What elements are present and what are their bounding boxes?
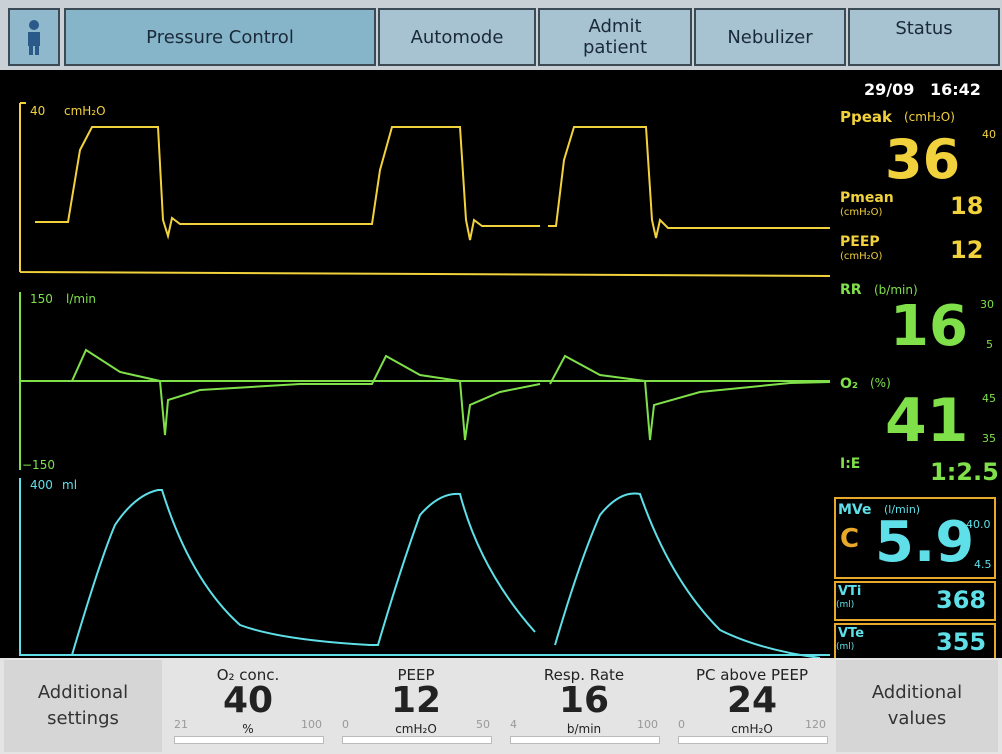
time: 16:42 <box>930 80 981 99</box>
setting-min: 21 <box>174 718 188 731</box>
setting-slider <box>510 736 660 744</box>
setting-label: Resp. Rate <box>543 666 625 684</box>
peep-unit: (cmH₂O) <box>840 251 883 262</box>
setting-slider <box>174 736 324 744</box>
setting-min: 0 <box>678 718 685 731</box>
flow-wave <box>35 348 830 441</box>
pmean-unit: (cmH₂O) <box>840 207 883 218</box>
waveforms <box>19 102 830 659</box>
setting-max: 120 <box>805 718 826 731</box>
setting-control[interactable]: PC above PEEP 24 cmH₂O 0 120 <box>672 662 832 750</box>
flow-unit: l/min <box>66 292 97 306</box>
nebulizer-button[interactable]: Nebulizer <box>694 8 846 66</box>
mve-box <box>834 497 996 579</box>
vti-box <box>834 581 996 621</box>
pressure-axis <box>19 102 830 277</box>
rr-high: 30 <box>980 298 994 311</box>
setting-control[interactable]: PEEP 12 cmH₂O 0 50 <box>336 662 496 750</box>
vti-unit: (ml) <box>836 600 855 610</box>
ppeak-unit: (cmH₂O) <box>904 110 955 124</box>
o2-value: 41 <box>885 386 969 456</box>
status-button[interactable]: Status <box>848 8 1000 66</box>
setting-control[interactable]: Resp. Rate 16 b/min 4 100 <box>504 662 664 750</box>
setting-unit: cmH₂O <box>395 722 437 736</box>
setting-value: 40 <box>222 680 274 721</box>
admit-button[interactable]: Admit patient <box>538 8 692 66</box>
ie-label: I:E <box>840 456 861 472</box>
o2-label: O₂ <box>840 376 859 392</box>
pressure-wave <box>35 126 830 241</box>
volume-max: 400 <box>30 478 53 492</box>
peep-value: 12 <box>950 236 984 264</box>
mve-value: 5.9 <box>875 510 975 575</box>
flow-axis <box>19 292 830 470</box>
setting-max: 100 <box>637 718 658 731</box>
mve-label: MVe <box>838 502 872 518</box>
setting-value: 16 <box>558 680 610 721</box>
setting-unit: b/min <box>566 722 602 736</box>
additional-settings-button[interactable]: Additional settings <box>4 660 162 752</box>
setting-slider <box>342 736 492 744</box>
vti-value: 368 <box>936 586 987 614</box>
date: 29/09 <box>864 80 915 99</box>
patient-icon-button[interactable] <box>8 8 60 66</box>
setting-min: 4 <box>510 718 517 731</box>
setting-value: 12 <box>390 680 442 721</box>
mve-mode: C <box>840 524 860 554</box>
flow-max: 150 <box>30 292 53 306</box>
vti-label: VTi <box>838 584 862 599</box>
setting-min: 0 <box>342 718 349 731</box>
rr-value: 16 <box>890 294 968 359</box>
setting-max: 50 <box>476 718 490 731</box>
peep-label: PEEP <box>840 234 880 250</box>
additional-values-button[interactable]: Additional values <box>836 660 998 752</box>
mve-high: 40.0 <box>966 518 991 531</box>
setting-label: O₂ conc. <box>216 666 280 684</box>
patient-icon <box>28 20 40 55</box>
setting-control[interactable]: O₂ conc. 40% 21 100 <box>168 662 328 750</box>
ppeak-label: Ppeak <box>840 108 893 126</box>
volume-axis <box>19 478 830 656</box>
vte-label: VTe <box>838 626 865 641</box>
setting-value: 24 <box>726 680 778 721</box>
vte-unit: (ml) <box>836 642 855 652</box>
volume-wave <box>35 489 821 659</box>
rr-unit: (b/min) <box>874 283 918 297</box>
automode-button[interactable]: Automode <box>378 8 536 66</box>
o2-low: 35 <box>982 432 996 445</box>
mve-low: 4.5 <box>974 558 992 571</box>
o2-unit: (%) <box>870 376 891 390</box>
setting-unit: cmH₂O <box>731 722 773 736</box>
bottom-bar <box>0 658 1002 754</box>
rr-label: RR <box>840 282 862 298</box>
vte-value: 355 <box>936 628 987 656</box>
volume-unit: ml <box>62 478 78 492</box>
o2-high: 45 <box>982 392 996 405</box>
mode-button[interactable]: Pressure Control <box>64 8 376 66</box>
pressure-max: 40 <box>30 104 46 118</box>
mve-unit: (l/min) <box>884 503 921 516</box>
setting-max: 100 <box>301 718 322 731</box>
setting-label: PEEP <box>397 666 435 684</box>
pmean-label: Pmean <box>840 190 894 206</box>
rr-low: 5 <box>986 338 993 351</box>
flow-min: −150 <box>22 458 55 472</box>
ppeak-value: 36 <box>885 128 961 191</box>
pressure-unit: cmH₂O <box>64 104 106 118</box>
pmean-value: 18 <box>950 192 984 220</box>
setting-label: PC above PEEP <box>695 666 809 684</box>
setting-slider <box>678 736 828 744</box>
ppeak-limit: 40 <box>982 128 996 141</box>
setting-unit: % <box>242 722 254 736</box>
ie-value: 1:2.5 <box>930 458 999 486</box>
